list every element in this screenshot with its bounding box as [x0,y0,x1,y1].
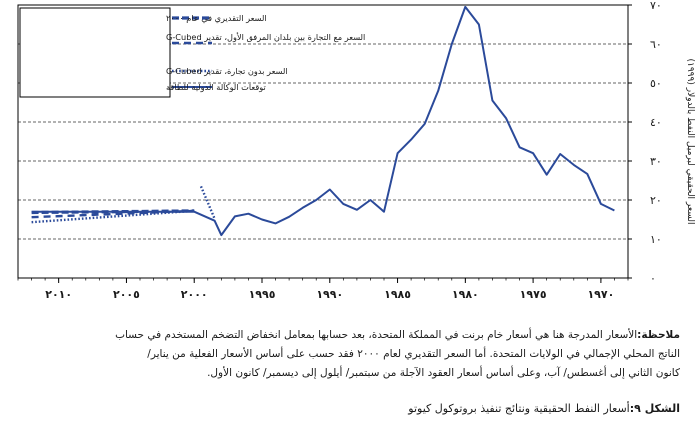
y-tick-label-6: ٦٠ [650,38,662,51]
oil-price-chart: ٠ ١٠ ٢٠ ٣٠ ٤٠ ٥٠ ٦٠ ٧٠ ٢٠١٠ ٢٠٠٥ ٢٠٠٠ ١٩٩٥ ١٩٩٠ ١٩٨٥ ١… [17,0,695,301]
note-text-1: الأسعار المدرجة هنا هي أسعار خام برنت في… [115,329,638,341]
legend-label-0: السعر التقديري في عام ٢٠٠٠ [166,13,267,23]
y-tick-label-3: ٣٠ [650,155,662,168]
legend-label-2: السعر بدون تجارة، تقدير G-Cubed [166,66,288,76]
legend-label-1: السعر مع التجارة بين بلدان المرفق الأول،… [166,32,365,42]
y-axis-label: السعر الحقيقي لبرميل النفط بالدولار (١٩٩… [685,59,695,225]
x-tick-label-7: ١٩٧٥ [520,288,547,301]
caption-label: الشكل ٩: [629,402,680,415]
x-tick-label-5: ١٩٨٥ [384,288,411,301]
series-line-3 [199,185,216,220]
legend: السعر التقديري في عام ٢٠٠٠ السعر مع التجا… [19,7,365,98]
caption-text: أسعار النفط الحقيقية ونتائج تنفيذ بروتوك… [408,402,630,415]
plot-frame [17,4,629,279]
x-tick-label-0: ٢٠١٠ [45,288,72,301]
y-tick-label-5: ٥٠ [650,77,662,90]
y-tick-label-4: ٤٠ [650,116,662,129]
note-label: ملاحظة: [637,329,680,341]
legend-box [19,7,171,98]
x-tick-label-2: ٢٠٠٠ [181,288,208,301]
x-tick-label-6: ١٩٨٠ [452,288,479,301]
y-tick-label-7: ٧٠ [650,0,662,12]
figure-caption: الشكل ٩:أسعار النفط الحقيقية ونتائج تنفي… [20,402,680,415]
y-tick-label-1: ١٠ [650,233,662,246]
y-tick-label-0: ٠ [650,272,656,285]
series-line-4 [31,5,615,237]
axes: ٠ ١٠ ٢٠ ٣٠ ٤٠ ٥٠ ٦٠ ٧٠ ٢٠١٠ ٢٠٠٥ ٢٠٠٠ ١٩٩٥ ١٩٩٠ ١٩٨٥ ١… [17,0,695,301]
x-tick-label-3: ١٩٩٥ [249,288,276,301]
note-line-1: ملاحظة:الأسعار المدرجة هنا هي أسعار خام … [20,326,680,345]
legend-label-3: توقعات الوكالة الدولية للطاقة [166,82,266,92]
chart-note: ملاحظة:الأسعار المدرجة هنا هي أسعار خام … [20,326,680,383]
y-tick-label-2: ٢٠ [650,194,662,207]
series-lines [31,5,615,237]
x-tick-label-4: ١٩٩٠ [316,288,343,301]
note-line-2: الناتج المحلي الإجمالي في الولايات المتح… [147,348,680,360]
x-tick-label-8: ١٩٧٠ [587,288,614,301]
x-tick-label-1: ٢٠٠٥ [113,288,140,301]
note-line-3: كانون الثاني إلى أغسطس/ آب، وعلى أساس أس… [207,367,680,379]
